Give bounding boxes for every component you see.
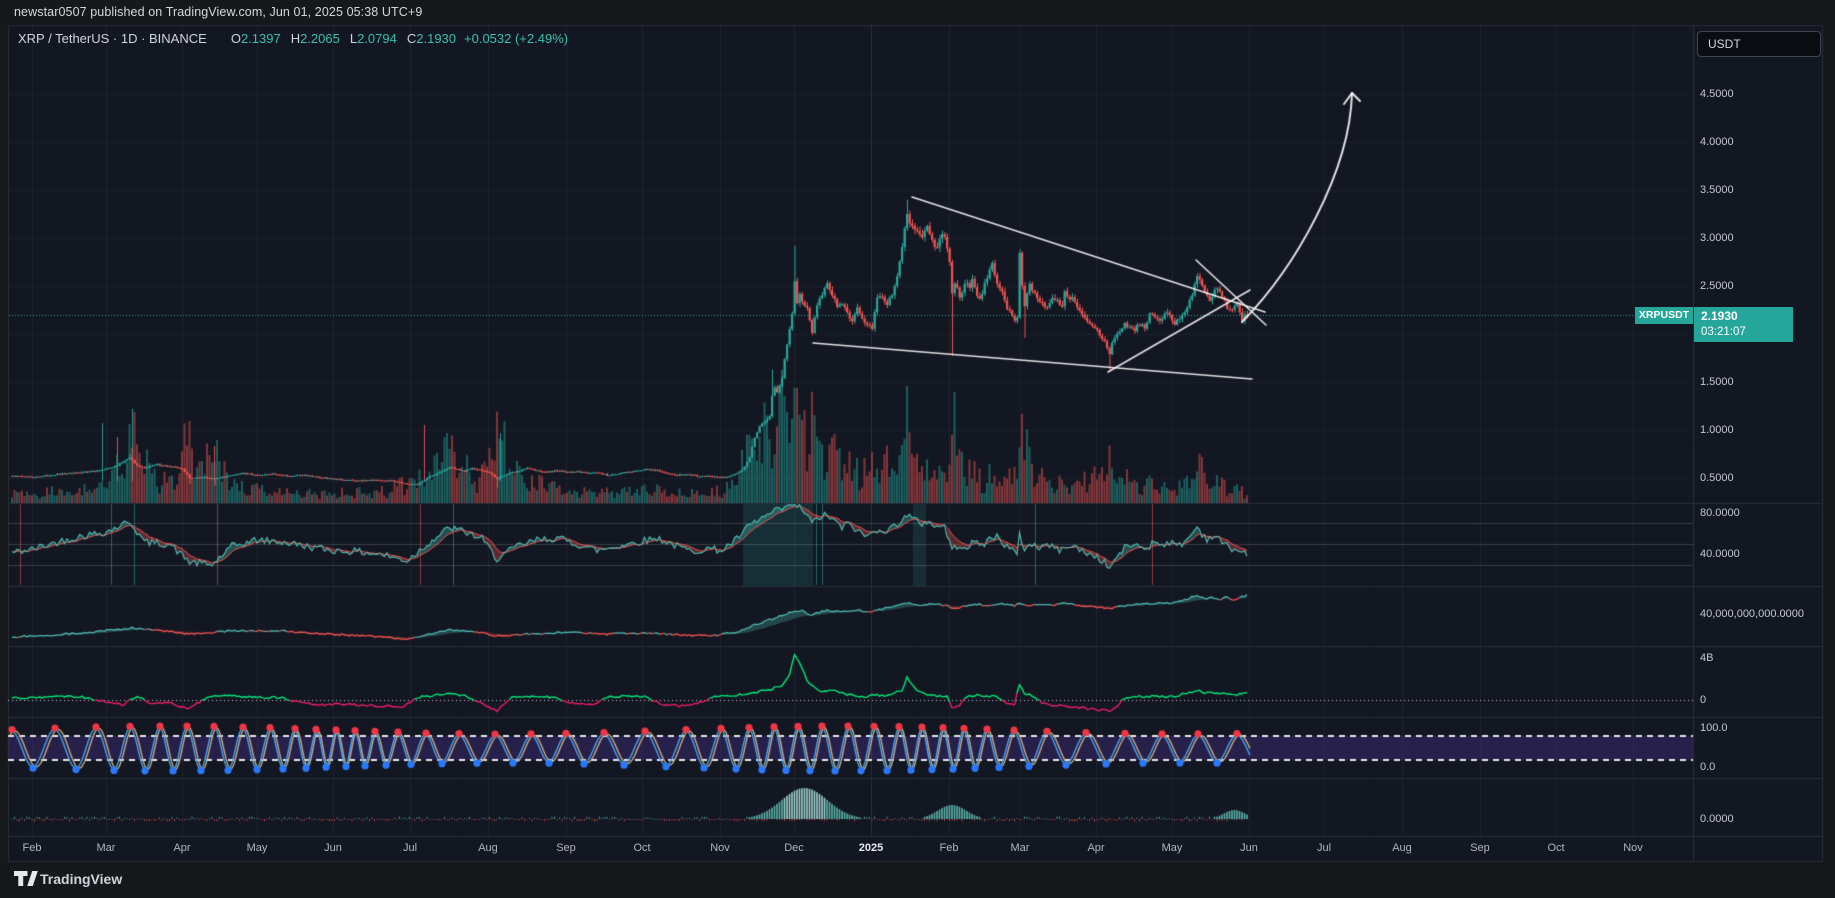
time-axis-label: Mar: [1010, 842, 1030, 854]
publish-bar: newstar0507 published on TradingView.com…: [0, 0, 1835, 25]
time-axis-label: Feb: [22, 842, 42, 854]
price-tick-label: 3.0000: [1700, 232, 1734, 244]
time-axis-label: Feb: [939, 842, 959, 854]
low-value: 2.0794: [357, 31, 397, 46]
open-value: 2.1397: [240, 31, 281, 46]
close-label: C: [406, 31, 417, 46]
time-axis-label: Nov: [1623, 842, 1643, 854]
price-tick-label: 0: [1700, 694, 1707, 706]
time-axis-label: Apr: [1087, 842, 1105, 854]
time-axis-label: Nov: [710, 842, 730, 854]
change-value: +0.0532 (+2.49%): [464, 31, 569, 46]
time-axis-label: Jun: [1240, 842, 1258, 854]
time-axis-label: Apr: [173, 842, 191, 854]
time-axis-label: Mar: [96, 842, 116, 854]
price-tick-label: 1.5000: [1700, 376, 1734, 388]
symbol-legend: XRP / TetherUS · 1D · BINANCE O2.1397 H2.2…: [18, 31, 568, 46]
time-axis-label: Sep: [1470, 842, 1490, 854]
time-axis-label: May: [1161, 842, 1183, 854]
tradingview-brand-text[interactable]: TradingView: [40, 871, 123, 887]
close-value: 2.1930: [416, 31, 457, 46]
price-tick-label: 0.0: [1700, 761, 1716, 773]
open-label: O: [230, 31, 241, 46]
time-axis-label: Dec: [784, 842, 804, 854]
price-tag: 2.1930 03:21:07: [1694, 307, 1793, 342]
time-axis-label: Jun: [324, 842, 342, 854]
price-tick-label: 100.0: [1700, 722, 1728, 734]
time-axis-label: May: [246, 842, 268, 854]
price-tick-label: 1.0000: [1700, 424, 1734, 436]
tradingview-logo-icon[interactable]: [14, 871, 38, 888]
time-axis-label: Jul: [1316, 842, 1332, 854]
price-tick-label: 3.5000: [1700, 184, 1734, 196]
publish-text: newstar0507 published on TradingView.com…: [14, 5, 423, 19]
price-tag-symbol: XRPUSDT: [1635, 307, 1693, 324]
time-axis-label: Aug: [1392, 842, 1412, 854]
time-axis-label: Aug: [478, 842, 498, 854]
time-axis-label: Jul: [402, 842, 418, 854]
price-tick-label: 4B: [1700, 652, 1714, 664]
price-tick-label: 80.0000: [1700, 507, 1740, 519]
price-tag-value: 2.1930: [1701, 309, 1738, 323]
time-axis-label: 2025: [858, 842, 884, 854]
currency-toggle-button[interactable]: USDT: [1697, 31, 1821, 57]
symbol-title: XRP / TetherUS · 1D · BINANCE: [18, 31, 207, 46]
price-tick-label: 40.0000: [1700, 548, 1740, 560]
price-tick-label: 0.0000: [1700, 813, 1734, 825]
time-axis-label: Oct: [633, 842, 651, 854]
price-tick-label: 40,000,000,000.0000: [1700, 608, 1804, 620]
price-tag-countdown: 03:21:07: [1701, 326, 1746, 338]
low-label: L: [349, 31, 358, 46]
time-axis-label: Sep: [556, 842, 576, 854]
time-axis-label: Oct: [1547, 842, 1565, 854]
high-label: H: [290, 31, 301, 46]
price-tick-label: 4.0000: [1700, 136, 1734, 148]
price-tick-label: 4.5000: [1700, 88, 1734, 100]
price-tick-label: 0.5000: [1700, 472, 1734, 484]
high-value: 2.2065: [300, 31, 340, 46]
price-tick-label: 2.5000: [1700, 280, 1734, 292]
footer-bar: TradingView: [0, 862, 1835, 898]
